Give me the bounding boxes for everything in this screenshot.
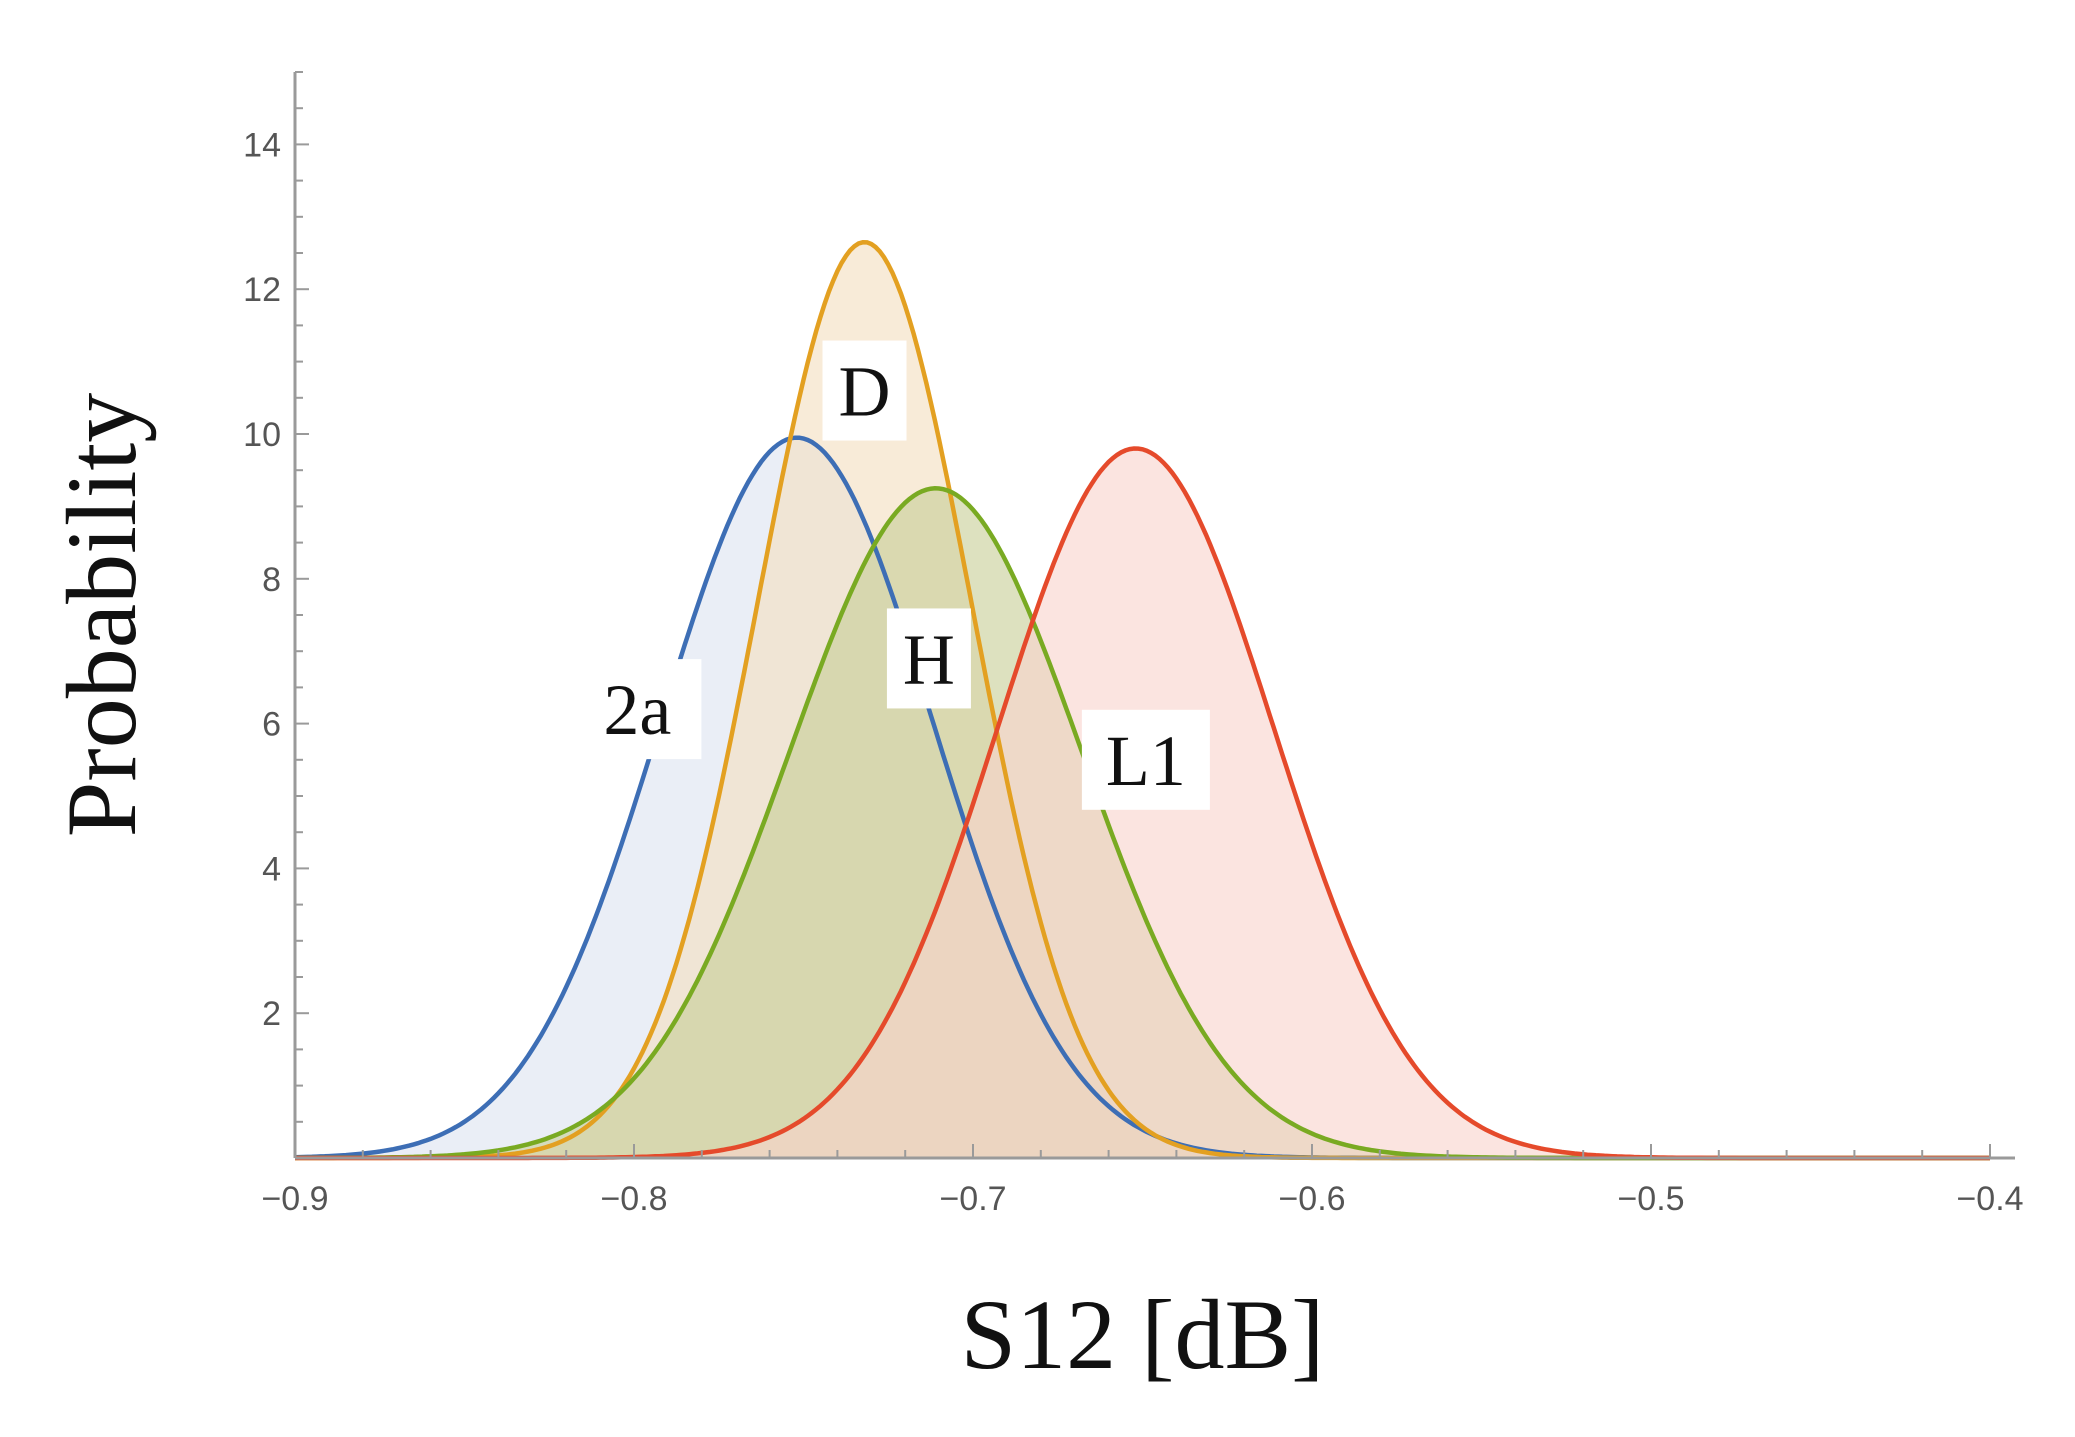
x-axis-ticks: −0.9 −0.8 −0.7 −0.6 −0.5 −0.4 — [261, 1144, 2024, 1218]
x-tick-label: −0.6 — [1278, 1180, 1345, 1218]
y-tick-label: 2 — [262, 995, 281, 1033]
x-tick-label: −0.9 — [261, 1180, 328, 1218]
label-text: 2a — [603, 670, 671, 750]
label-background — [1081, 709, 1210, 810]
label-text: L1 — [1106, 721, 1186, 801]
label-text: H — [903, 619, 955, 699]
series-labels: 2a D H L1 — [573, 340, 1210, 810]
area-fill-d — [295, 242, 1990, 1159]
label-background — [886, 608, 971, 709]
label-text: D — [839, 352, 891, 432]
y-tick-label: 4 — [262, 850, 281, 888]
y-tick-label: 10 — [243, 416, 281, 454]
x-tick-label: −0.5 — [1617, 1180, 1684, 1218]
y-tick-label: 6 — [262, 706, 281, 744]
area-fill-h — [295, 488, 1990, 1158]
y-tick-label: 12 — [243, 271, 281, 309]
y-axis-title: Probability — [46, 393, 157, 837]
x-tick-label: −0.4 — [1956, 1180, 2023, 1218]
y-tick-label: 8 — [262, 561, 281, 599]
series-label-l1: L1 — [1081, 709, 1210, 810]
x-tick-label: −0.7 — [939, 1180, 1006, 1218]
label-background — [573, 659, 702, 760]
y-axis-ticks: 2 4 6 8 10 12 14 — [243, 71, 309, 1123]
series-label-d: D — [822, 340, 907, 441]
axes: −0.9 −0.8 −0.7 −0.6 −0.5 −0.4 2 4 6 8 10 12 14 — [243, 71, 2024, 1218]
x-axis-title: S12 [dB] — [961, 1279, 1325, 1390]
series-label-2a: 2a — [573, 659, 702, 760]
series-label-h: H — [886, 608, 971, 709]
label-background — [822, 340, 907, 441]
y-tick-label: 14 — [243, 126, 281, 164]
x-tick-label: −0.8 — [600, 1180, 667, 1218]
